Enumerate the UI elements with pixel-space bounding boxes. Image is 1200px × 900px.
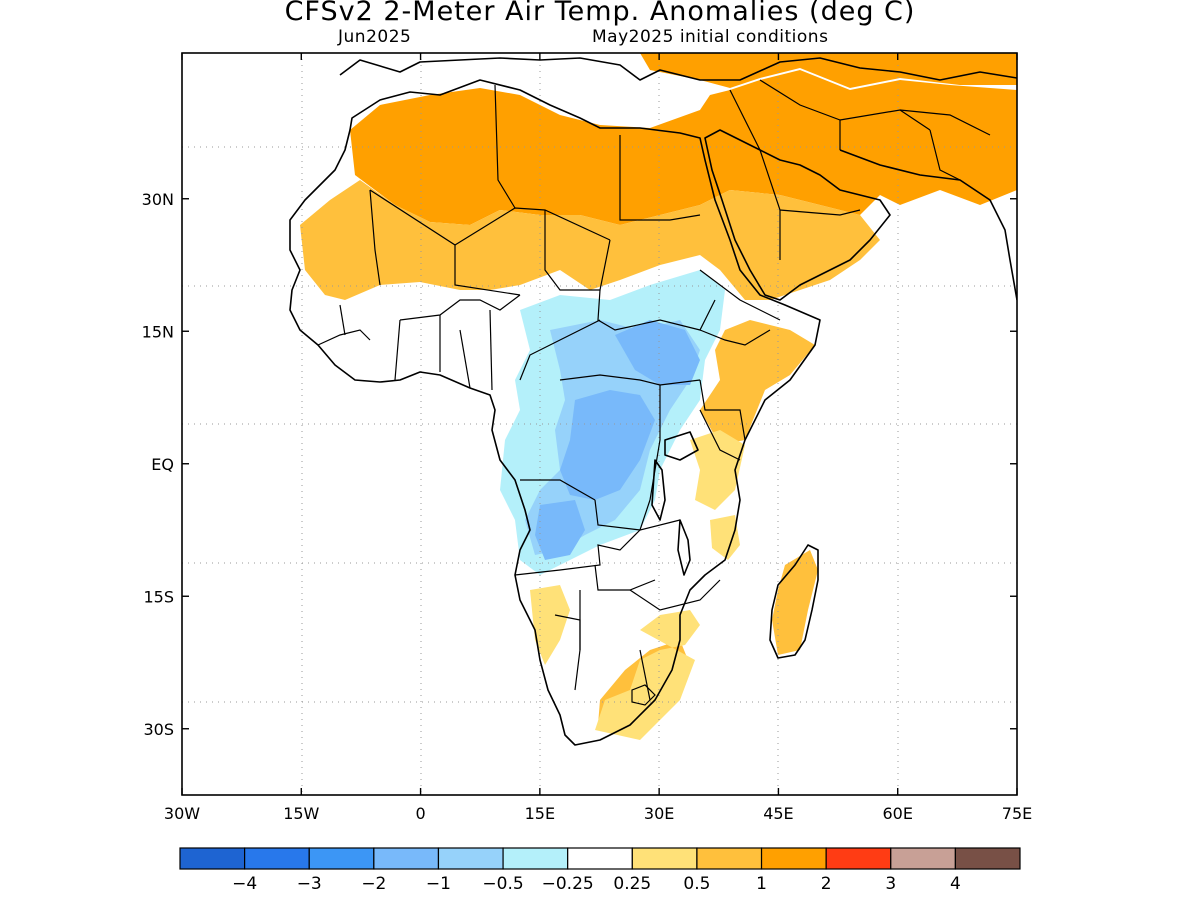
colorbar-swatch	[179, 847, 246, 870]
colorbar-swatch	[373, 847, 440, 870]
coastlines	[289, 57, 1017, 746]
colorbar-swatch	[954, 847, 1021, 870]
colorbar: −4 −3 −2 −1 −0.5 −0.25 0.25 0.5 1 2 3 4	[179, 847, 1021, 894]
colorbar-label: −0.5	[482, 874, 523, 894]
x-tick-label: 15E	[525, 804, 555, 823]
colorbar-swatch	[308, 847, 375, 870]
colorbar-label: −1	[426, 874, 451, 894]
anomaly-region-angola	[535, 500, 585, 560]
lake-tanganyika	[651, 459, 666, 521]
y-tick-label: 15S	[143, 587, 174, 606]
colorbar-swatch	[567, 847, 633, 870]
anomaly-region-kenya	[690, 430, 745, 510]
country-borders	[317, 79, 991, 706]
initial-conditions: May2025 initial conditions	[592, 27, 829, 47]
anomaly-region-north-africa	[350, 70, 1017, 225]
colorbar-swatch	[244, 847, 310, 870]
anomaly-region-moz	[595, 610, 700, 740]
anomaly-region-south-sudan	[615, 320, 700, 385]
lake-malawi	[677, 519, 691, 576]
map-title: CFSv2 2-Meter Air Temp. Anomalies (deg C…	[284, 0, 916, 27]
anomaly-region-angola-coast	[710, 515, 740, 560]
forecast-month: Jun2025	[338, 27, 412, 47]
colorbar-swatch	[890, 847, 956, 870]
iran-coastline	[839, 149, 1017, 301]
x-tick-label: 15W	[283, 804, 319, 823]
colorbar-label: −2	[361, 874, 386, 894]
colorbar-label: 1	[756, 874, 767, 894]
colorbar-swatch	[760, 847, 827, 870]
anomaly-shading	[300, 53, 1017, 740]
colorbar-label: 0.25	[613, 874, 651, 894]
lesotho	[631, 684, 656, 706]
x-tick-label: 45E	[763, 804, 793, 823]
colorbar-label: −4	[232, 874, 257, 894]
colorbar-label: −0.25	[542, 874, 594, 894]
graticule	[182, 53, 1017, 795]
y-tick-label: 30N	[142, 190, 174, 209]
axis-ticks: 30W 15W 0 15E 30E 45E 60E 75E 30N 15N EQ 15S 30S	[142, 53, 1032, 823]
madagascar-coastline	[769, 544, 819, 659]
y-tick-label: 30S	[143, 720, 174, 739]
y-tick-label: EQ	[151, 455, 174, 474]
anomaly-region-madagascar	[772, 550, 818, 655]
anomaly-region-sahel	[300, 180, 880, 300]
colorbar-label: 2	[821, 874, 832, 894]
x-tick-label: 0	[415, 804, 425, 823]
lake-victoria	[664, 431, 699, 461]
x-tick-label: 30W	[164, 804, 200, 823]
anomaly-region-namibia	[530, 585, 570, 665]
colorbar-swatch	[696, 847, 763, 870]
colorbar-label: −3	[297, 874, 322, 894]
colorbar-swatch	[502, 847, 569, 870]
map-frame	[181, 52, 1018, 796]
x-tick-label: 60E	[882, 804, 912, 823]
africa-coastline	[289, 79, 821, 746]
x-tick-label: 30E	[644, 804, 674, 823]
x-tick-label: 75E	[1002, 804, 1032, 823]
colorbar-label: 4	[950, 874, 961, 894]
anomaly-region-horn	[700, 320, 815, 445]
mediterranean-north	[339, 57, 1017, 81]
colorbar-swatch	[825, 847, 892, 870]
y-tick-label: 15N	[142, 322, 174, 341]
anomaly-region-drc	[560, 390, 655, 500]
arabia-coastline	[704, 129, 891, 301]
colorbar-swatch	[437, 847, 504, 870]
colorbar-label: 0.5	[683, 874, 710, 894]
colorbar-swatch	[631, 847, 698, 870]
colorbar-label: 3	[885, 874, 896, 894]
